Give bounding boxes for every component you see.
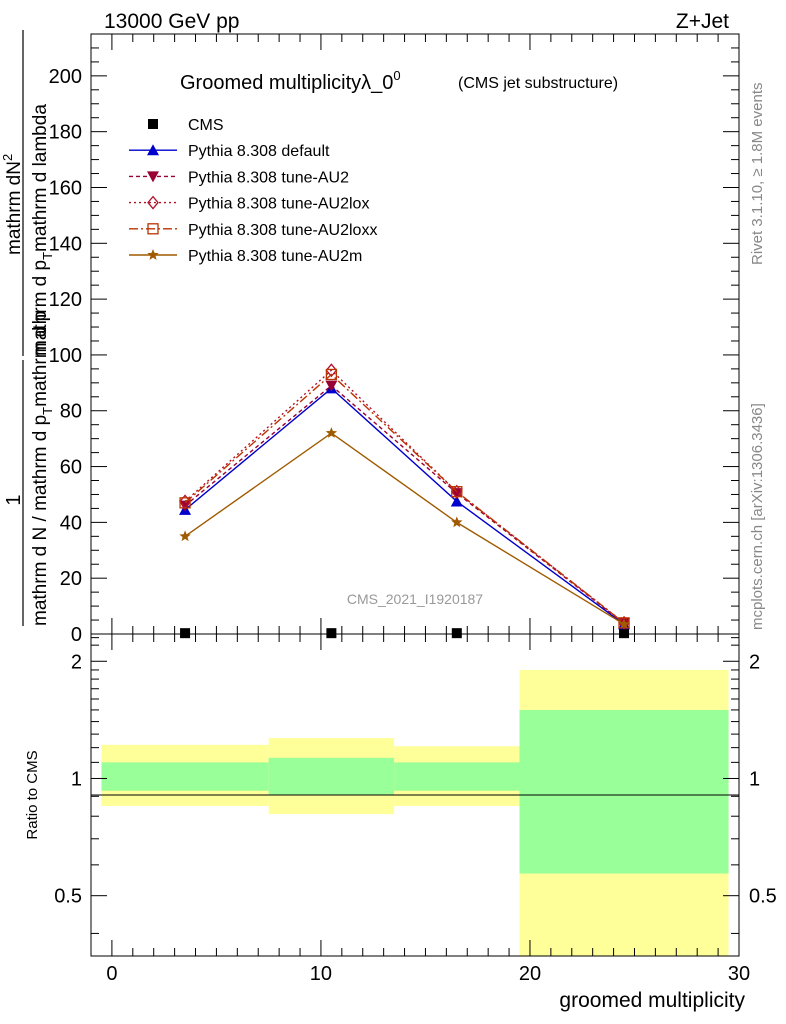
header-right: Z+Jet (676, 10, 729, 33)
ylabel-denominator-sub: T (40, 252, 55, 260)
svg-text:mathrm d pTmathrm d lambda: mathrm d pTmathrm d lambda (30, 104, 55, 356)
legend-marker-au2loxx (147, 223, 159, 235)
ytick-label: 120 (49, 289, 82, 311)
ratio-ytick-label-left: 0.5 (54, 886, 82, 908)
legend-label-au2lox: Pythia 8.308 tune-AU2lox (188, 196, 369, 213)
legend-marker-au2 (147, 171, 159, 183)
legend-marker-au2m (147, 249, 159, 260)
point-cms-0 (180, 628, 191, 639)
ytick-label: 140 (49, 233, 82, 255)
ratio-ticks: 0.5 0.51 12 20 10 20 30 (54, 634, 777, 985)
ylabel-prefix-denominator: mathrm d N / mathrm d p (30, 415, 51, 626)
ytick-label: 60 (60, 457, 82, 479)
legend-label-au2: Pythia 8.308 tune-AU2 (188, 169, 349, 186)
ytick-label: 180 (49, 122, 82, 144)
ylabel-prefix-denominator-tail: mathrm d p (30, 311, 51, 407)
main-ticks: 20 40 60 80 100 120 140 160 180 200 0 (49, 34, 740, 646)
title-main: Groomed multiplicityλ_0 (180, 72, 393, 94)
mcplots-label: mcplots.cern.ch [arXiv:1306.3436] (749, 403, 766, 630)
ratio-bands-layer (101, 669, 729, 956)
ratio-ylabel: Ratio to CMS (24, 750, 41, 839)
ratio-band-inner-2 (394, 762, 520, 791)
ratio-ytick-label-right: 2 (749, 651, 760, 673)
point-au2-2 (450, 488, 463, 500)
point-au2loxx-2 (451, 486, 463, 498)
series-line-au2m (184, 432, 625, 625)
main-series-layer (179, 363, 631, 639)
point-au2lox-2 (450, 484, 463, 499)
title-sub: (CMS jet substructure) (458, 75, 618, 92)
ratio-frame (90, 633, 740, 957)
title-sup: 0 (393, 68, 400, 83)
ytick-label: 80 (60, 401, 82, 423)
ratio-ytick-label-left: 2 (71, 651, 82, 673)
ratio-band-inner-1 (268, 757, 395, 795)
xtick-label: 20 (519, 963, 541, 985)
legend-label-au2loxx: Pythia 8.308 tune-AU2loxx (188, 222, 377, 239)
ytick-label: 40 (60, 512, 82, 534)
ylabel-denominator-tail: mathrm d lambda (30, 104, 51, 252)
point-cms-3 (619, 628, 630, 639)
point-au2m-2 (451, 516, 463, 528)
ylabel-numerator: mathrm dN (4, 161, 25, 255)
watermark: CMS_2021_I1920187 (347, 591, 483, 607)
legend-label-default: Pythia 8.308 default (188, 143, 330, 160)
xlabel: groomed multiplicity (559, 989, 745, 1012)
legend-label-cms: CMS (188, 117, 224, 134)
point-default-2 (450, 495, 463, 507)
point-au2loxx-1 (325, 368, 338, 381)
point-cms-2 (451, 628, 462, 639)
ytick-label: 200 (49, 66, 82, 88)
ratio-ytick-label-right: 1 (749, 768, 760, 790)
main-title: Groomed multiplicityλ_00 (CMS jet substr… (180, 68, 618, 94)
svg-text:mathrm dN2: mathrm dN2 (0, 154, 25, 255)
ytick-label-zero: 0 (71, 624, 82, 646)
xtick-label: 10 (310, 963, 332, 985)
legend-marker-au2lox (147, 195, 159, 210)
svg-text:Groomed multiplicityλ_00: Groomed multiplicityλ_00 (180, 68, 401, 94)
legend-label-au2m: Pythia 8.308 tune-AU2m (188, 248, 362, 265)
ratio-panel: 0.5 0.51 12 20 10 20 30 Ratio to CMS groomed m… (24, 633, 777, 1012)
legend-marker-default (147, 144, 159, 156)
main-panel: 20 40 60 80 100 120 140 160 180 200 0 CMS_2021_I19… (49, 33, 740, 646)
ytick-label: 20 (60, 568, 82, 590)
ytick-label: 160 (49, 177, 82, 199)
svg-text:mathrm d N / mathrm d pTmathrm: mathrm d N / mathrm d pTmathrm d p (30, 311, 55, 626)
ylabel-denominator: mathrm d p (30, 260, 51, 356)
ytick-label: 100 (49, 345, 82, 367)
ratio-band-inner-0 (101, 762, 269, 791)
point-au2m-1 (325, 427, 338, 438)
legend: CMS Pythia 8.308 default Pythia 8.308 tune… (129, 117, 377, 265)
point-au2loxx-0 (179, 497, 191, 509)
point-au2-1 (325, 380, 338, 392)
point-au2lox-1 (325, 363, 338, 378)
point-au2m-3 (618, 618, 630, 630)
legend-marker-cms (148, 119, 158, 129)
ylabel-prefix-denominator-sub: T (40, 407, 55, 415)
point-cms-1 (326, 628, 337, 639)
series-line-au2 (184, 384, 625, 624)
series-line-au2loxx (184, 373, 625, 624)
ratio-band-inner-3 (519, 709, 729, 874)
xtick-label: 0 (106, 963, 117, 985)
ratio-ytick-label-right: 0.5 (749, 886, 777, 908)
header-left: 13000 GeV pp (104, 10, 239, 33)
ratio-ytick-label-left: 1 (71, 768, 82, 790)
xtick-label: 30 (728, 963, 750, 985)
ylabel-prefix-numerator: 1 (3, 494, 25, 505)
rivet-label: Rivet 3.1.10, ≥ 1.8M events (749, 83, 766, 266)
main-ylabel: 1 mathrm d N / mathrm d pTmathrm d p mat… (0, 30, 55, 626)
point-au2m-0 (179, 530, 191, 542)
series-line-default (184, 387, 625, 625)
ylabel-numerator-sup: 2 (0, 154, 15, 161)
